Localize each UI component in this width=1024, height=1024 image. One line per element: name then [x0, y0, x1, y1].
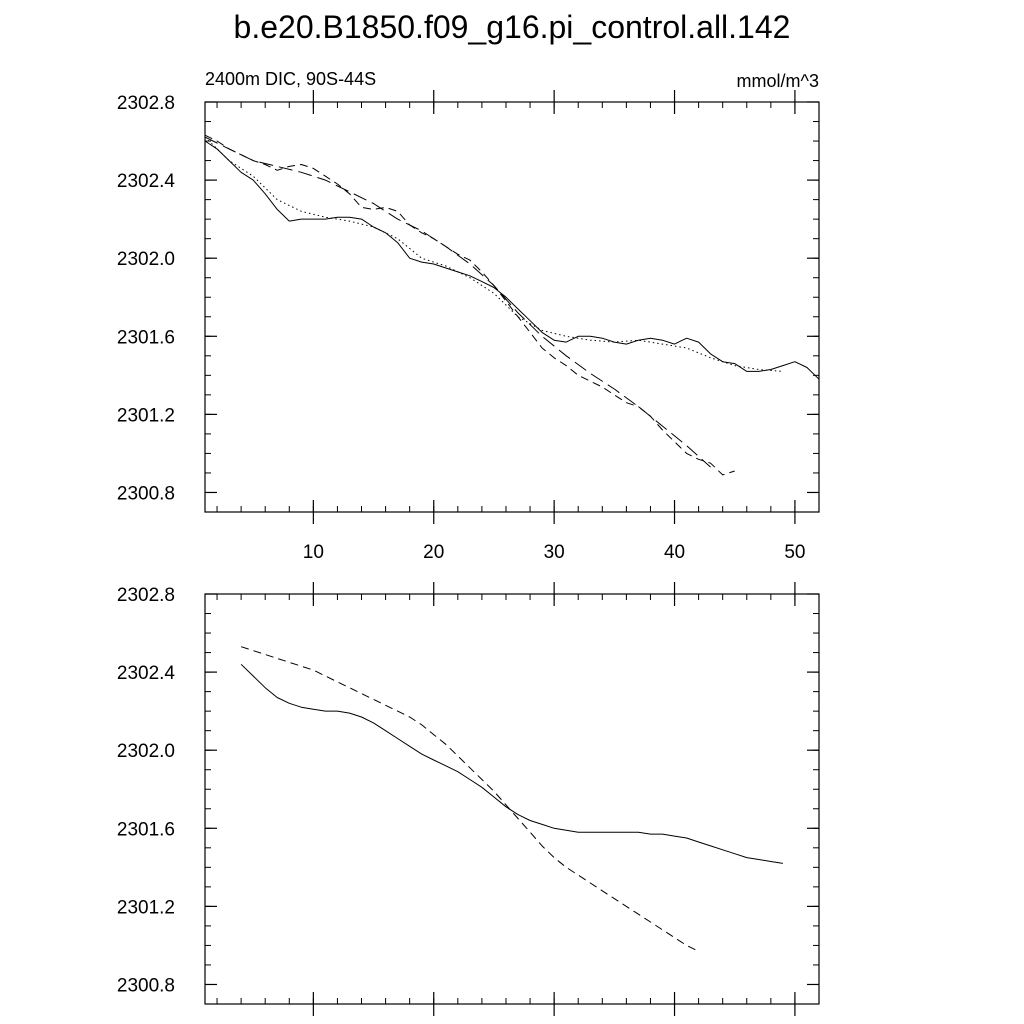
bottom-series-dashed-line: [240, 646, 699, 952]
top-panel-left-label: 2400m DIC, 90S-44S: [205, 69, 376, 89]
bottom-y-tick-label: 2300.8: [117, 975, 175, 996]
top-panel-units-label: mmol/m^3: [737, 71, 819, 91]
bottom-plot-frame: [204, 593, 820, 1005]
bottom-panel: 2300.8 2301.2 2301.6 2302.0 2302.4 2302.8: [117, 582, 820, 1016]
top-panel: 2400m DIC, 90S-44S mmol/m^3 2300.8 2301.2…: [117, 69, 820, 563]
bottom-y-tick-label: 2302.0: [117, 741, 175, 762]
top-series-solid-line: [204, 140, 820, 380]
bottom-y-tick-label: 2302.8: [117, 585, 175, 606]
bottom-y-tick-label: 2301.2: [117, 897, 175, 918]
figure-title: b.e20.B1850.f09_g16.pi_control.all.142: [234, 9, 791, 45]
bottom-y-tick-label: 2301.6: [117, 819, 175, 840]
top-plot-frame: [204, 101, 820, 513]
bottom-y-tick-label: 2302.4: [117, 663, 176, 684]
bottom-series-solid-line: [240, 663, 783, 864]
top-y-tick-label: 2300.8: [117, 483, 175, 504]
top-x-tick-label: 10: [303, 542, 324, 563]
top-y-tick-label: 2301.6: [117, 327, 175, 348]
top-y-tick-label: 2302.0: [117, 249, 175, 270]
top-y-tick-label: 2302.4: [117, 171, 176, 192]
top-x-tick-label: 20: [423, 542, 444, 563]
top-y-tick-label: 2302.8: [117, 93, 175, 114]
top-x-tick-label: 30: [544, 542, 565, 563]
top-y-tick-label: 2301.2: [117, 405, 175, 426]
top-x-tick-label: 40: [664, 542, 685, 563]
top-series-dotted-line: [204, 136, 783, 372]
top-x-tick-label: 50: [784, 542, 805, 563]
top-series-dashed-line: [204, 134, 735, 476]
top-series-longdash-line: [204, 136, 711, 468]
